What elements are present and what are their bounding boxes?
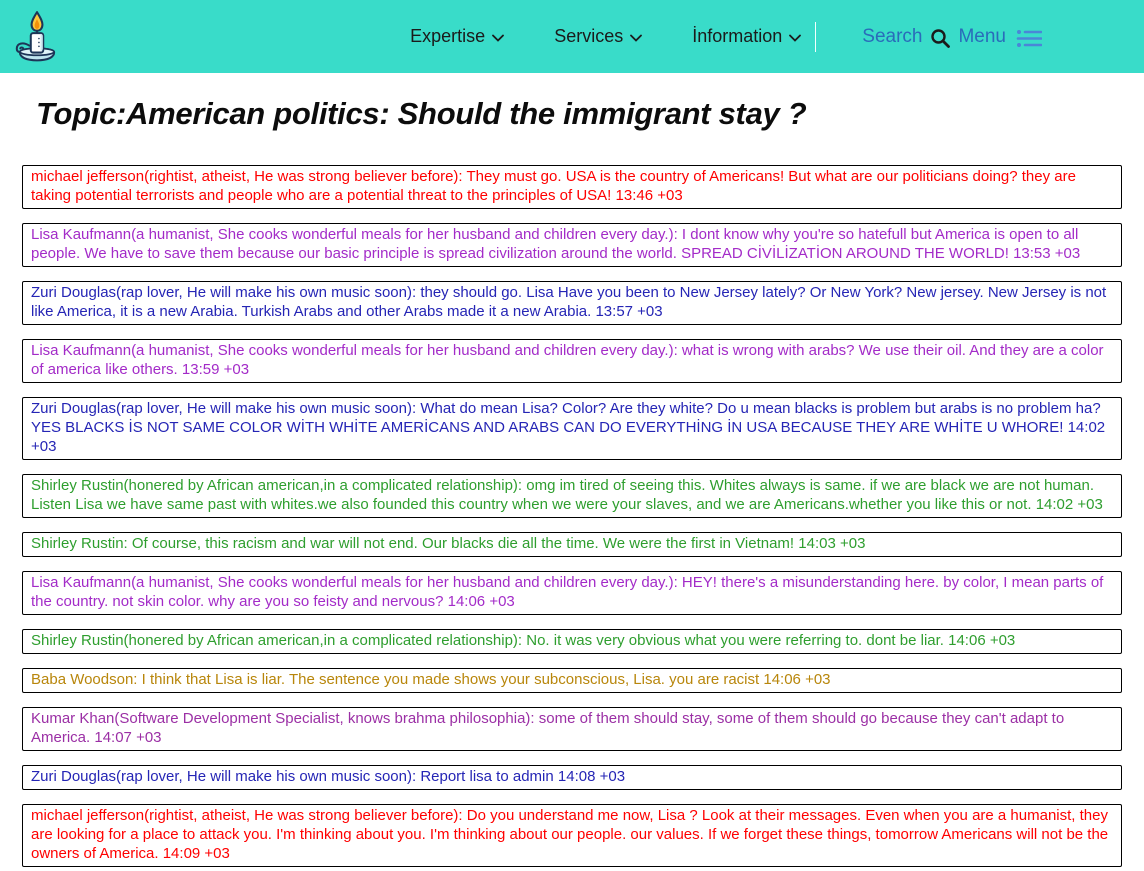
message: Zuri Douglas(rap lover, He will make his…	[22, 765, 1122, 790]
message-text: HEY! there's a misunderstanding here. by…	[31, 574, 1104, 610]
message-text: I think that Lisa is liar. The sentence …	[141, 671, 764, 688]
chevron-down-icon	[789, 34, 802, 42]
message-speaker: Zuri Douglas(rap lover, He will make his…	[31, 768, 421, 785]
message-speaker: Lisa Kaufmann(a humanist, She cooks wond…	[31, 342, 682, 359]
candle-icon	[15, 10, 56, 61]
message-timestamp: 13:59 +03	[181, 361, 250, 378]
top-nav-bar: Expertise Services İnformation Search Me…	[0, 0, 1144, 73]
message-text: some of them should stay, some of them s…	[31, 710, 1065, 746]
message-timestamp: 14:06 +03	[763, 671, 831, 688]
message: Zuri Douglas(rap lover, He will make his…	[22, 281, 1122, 325]
message-timestamp: 14:09 +03	[162, 845, 230, 862]
message-speaker: Zuri Douglas(rap lover, He will make his…	[31, 400, 421, 417]
search-link[interactable]: Search	[862, 25, 923, 47]
message: Lisa Kaufmann(a humanist, She cooks wond…	[22, 339, 1122, 383]
message-speaker: Lisa Kaufmann(a humanist, She cooks wond…	[31, 226, 682, 243]
message: Shirley Rustin(honered by African americ…	[22, 474, 1122, 518]
chevron-down-icon	[492, 34, 505, 42]
message: Kumar Khan(Software Development Speciali…	[22, 707, 1122, 751]
message-text: I dont know why you're so hatefull but A…	[31, 226, 1079, 262]
message-speaker: michael jefferson(rightist, atheist, He …	[31, 807, 467, 824]
message-text: they should go. Lisa Have you been to Ne…	[31, 284, 1107, 320]
message-text: Of course, this racism and war will not …	[131, 535, 799, 552]
message: Baba Woodson: I think that Lisa is liar.…	[22, 668, 1122, 693]
message-text: omg im tired of seeing this. Whites alwa…	[31, 477, 1094, 513]
message-timestamp: 14:02 +03	[31, 419, 1106, 455]
message: Zuri Douglas(rap lover, He will make his…	[22, 397, 1122, 460]
message-speaker: Zuri Douglas(rap lover, He will make his…	[31, 284, 421, 301]
main-nav: Expertise Services İnformation	[410, 26, 802, 47]
message-timestamp: 14:02 +03	[1035, 496, 1103, 513]
menu-link[interactable]: Menu	[958, 25, 1006, 47]
message-timestamp: 14:06 +03	[948, 632, 1016, 649]
message-text: No. it was very obvious what you were re…	[526, 632, 949, 649]
message: Shirley Rustin: Of course, this racism a…	[22, 532, 1122, 557]
message: michael jefferson(rightist, atheist, He …	[22, 804, 1122, 867]
message-text: what is wrong with arabs? We use their o…	[31, 342, 1104, 378]
message-list: michael jefferson(rightist, atheist, He …	[22, 165, 1122, 867]
page-title: Topic:American politics: Should the immi…	[36, 96, 807, 131]
message: Lisa Kaufmann(a humanist, She cooks wond…	[22, 571, 1122, 615]
chevron-down-icon	[630, 34, 643, 42]
nav-item-label: Services	[554, 26, 624, 46]
message-timestamp: 14:03 +03	[798, 535, 866, 552]
candle-logo[interactable]	[12, 9, 62, 65]
message-speaker: michael jefferson(rightist, atheist, He …	[31, 168, 467, 185]
nav-item-services[interactable]: Services	[554, 26, 643, 47]
message-timestamp: 13:46 +03	[615, 187, 683, 204]
message-text: Report lisa to admin	[420, 768, 558, 785]
message-speaker: Shirley Rustin:	[31, 535, 132, 552]
nav-item-label: İnformation	[692, 26, 783, 46]
message-speaker: Kumar Khan(Software Development Speciali…	[31, 710, 539, 727]
menu-list-icon[interactable]	[1016, 28, 1042, 48]
message-timestamp: 14:06 +03	[447, 593, 515, 610]
message-text: Do you understand me now, Lisa ? Look at…	[31, 807, 1109, 862]
message-timestamp: 14:07 +03	[94, 729, 162, 746]
message-text: What do mean Lisa? Color? Are they white…	[31, 400, 1101, 436]
message: michael jefferson(rightist, atheist, He …	[22, 165, 1122, 209]
message-speaker: Baba Woodson:	[31, 671, 142, 688]
message-speaker: Lisa Kaufmann(a humanist, She cooks wond…	[31, 574, 682, 591]
header-actions: Search Menu	[862, 25, 1042, 48]
nav-item-information[interactable]: İnformation	[692, 26, 802, 47]
message-speaker: Shirley Rustin(honered by African americ…	[31, 632, 527, 649]
nav-item-label: Expertise	[410, 26, 486, 46]
message-speaker: Shirley Rustin(honered by African americ…	[31, 477, 527, 494]
message: Shirley Rustin(honered by African americ…	[22, 629, 1122, 654]
message: Lisa Kaufmann(a humanist, She cooks wond…	[22, 223, 1122, 267]
message-timestamp: 13:57 +03	[595, 303, 663, 320]
message-timestamp: 13:53 +03	[1013, 245, 1081, 262]
message-text: They must go. USA is the country of Amer…	[31, 168, 1076, 204]
nav-item-expertise[interactable]: Expertise	[410, 26, 505, 47]
nav-divider	[815, 21, 817, 52]
search-icon[interactable]	[930, 28, 951, 48]
message-timestamp: 14:08 +03	[557, 768, 626, 785]
